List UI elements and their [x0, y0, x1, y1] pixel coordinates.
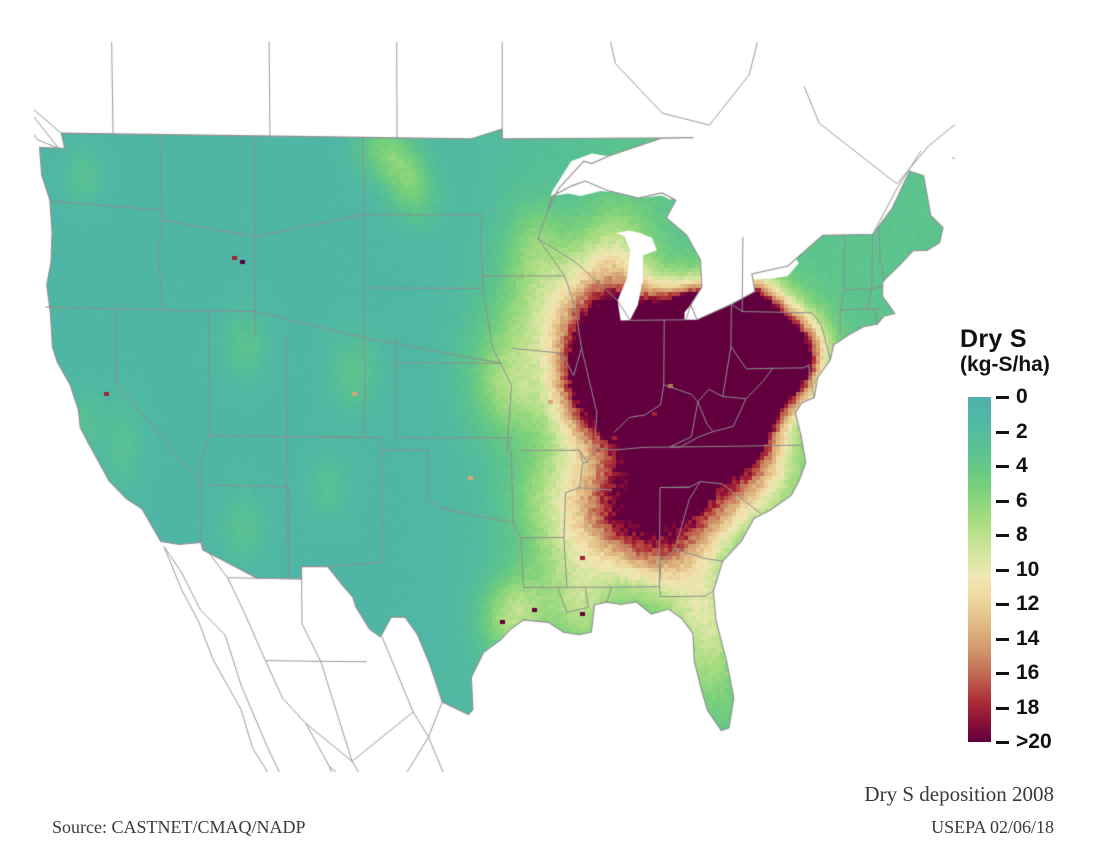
colorbar-tick-label: 4 — [1016, 454, 1028, 477]
colorbar-tick-mark — [996, 430, 1009, 434]
caption-title: Dry S deposition 2008 — [864, 782, 1054, 806]
legend-units: (kg-S/ha) — [960, 353, 1050, 376]
colorbar-tick-label: 6 — [1016, 488, 1028, 512]
colorbar-tick-label: 8 — [1016, 523, 1028, 546]
colorbar-tick-mark — [996, 499, 1009, 503]
colorbar-tick-label: 0 — [1016, 385, 1028, 408]
caption-source: Source: CASTNET/CMAQ/NADP — [52, 817, 306, 837]
colorbar-tick-label: 18 — [1016, 695, 1040, 719]
colorbar-tick-mark — [996, 465, 1009, 468]
colorbar-tick-label: 12 — [1016, 592, 1040, 615]
colorbar-tick-mark — [996, 637, 1009, 641]
colorbar-tick-mark — [996, 603, 1009, 606]
colorbar-tick-mark — [996, 396, 1009, 399]
legend: Dry S (kg-S/ha) 0 2 4 6 8 10 12 14 16 18 >20 — [960, 326, 1100, 756]
colorbar-tick-mark — [996, 741, 1009, 744]
colorbar-tick-label: 10 — [1016, 557, 1040, 581]
colorbar-tick-label: 2 — [1016, 419, 1028, 443]
colorbar-tick-label: 16 — [1016, 661, 1040, 684]
colorbar-tick-label: >20 — [1016, 730, 1052, 753]
colorbar-tick-label: 14 — [1016, 626, 1040, 650]
legend-title: Dry S — [960, 325, 1027, 353]
colorbar-tick-mark — [996, 534, 1009, 537]
colorbar-tick-mark — [996, 706, 1009, 710]
caption-agency: USEPA 02/06/18 — [931, 817, 1054, 837]
colorbar — [968, 397, 991, 742]
colorbar-tick-mark — [996, 672, 1009, 675]
colorbar-tick-mark — [996, 568, 1009, 572]
